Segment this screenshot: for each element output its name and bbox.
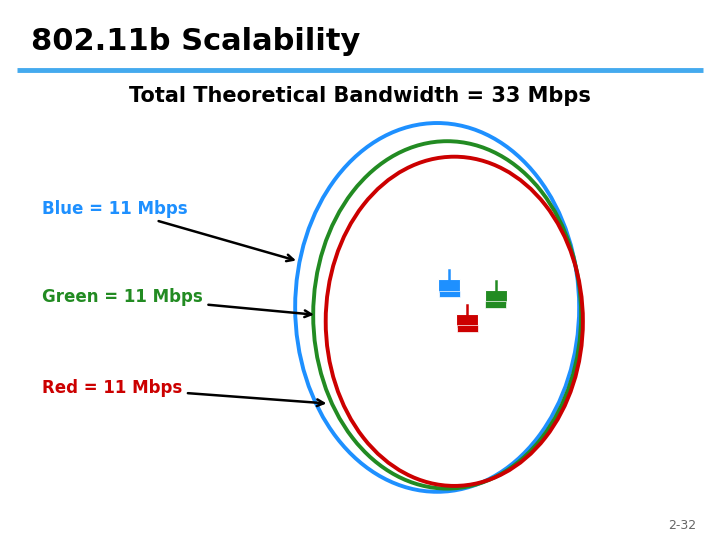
Text: 802.11b Scalability: 802.11b Scalability: [32, 27, 361, 56]
Text: Red = 11 Mbps: Red = 11 Mbps: [42, 379, 324, 406]
Text: Total Theoretical Bandwidth = 33 Mbps: Total Theoretical Bandwidth = 33 Mbps: [129, 86, 591, 106]
Text: 2-32: 2-32: [667, 519, 696, 532]
Text: Blue = 11 Mbps: Blue = 11 Mbps: [42, 200, 293, 261]
FancyBboxPatch shape: [456, 325, 477, 332]
FancyBboxPatch shape: [438, 279, 461, 293]
FancyBboxPatch shape: [439, 291, 460, 297]
FancyBboxPatch shape: [485, 290, 507, 303]
FancyBboxPatch shape: [485, 301, 506, 307]
Text: Green = 11 Mbps: Green = 11 Mbps: [42, 288, 311, 317]
FancyBboxPatch shape: [456, 314, 478, 328]
